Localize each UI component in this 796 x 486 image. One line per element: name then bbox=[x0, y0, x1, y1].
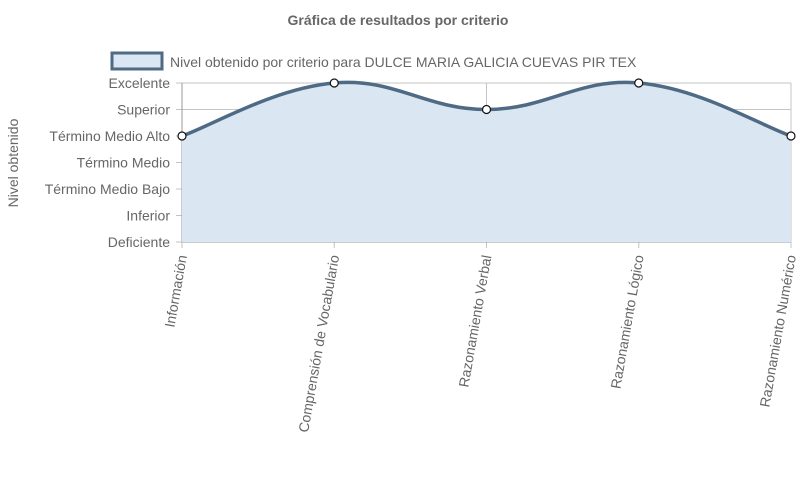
legend-label: Nivel obtenido por criterio para DULCE M… bbox=[170, 54, 637, 70]
data-point[interactable] bbox=[329, 78, 339, 88]
data-points bbox=[177, 78, 796, 141]
series-area-fill bbox=[182, 82, 791, 242]
y-tick-label: Término Medio Bajo bbox=[45, 181, 170, 197]
x-tick-label: Razonamiento Lógico bbox=[607, 254, 646, 390]
y-tick-label: Término Medio bbox=[77, 155, 171, 171]
y-tick-label: Deficiente bbox=[108, 234, 170, 250]
y-tick-label: Inferior bbox=[126, 208, 170, 224]
y-tick-label: Superior bbox=[117, 102, 170, 118]
y-tick-label: Excelente bbox=[109, 75, 171, 91]
chart-title: Gráfica de resultados por criterio bbox=[288, 12, 509, 28]
data-point[interactable] bbox=[481, 104, 492, 115]
data-point[interactable] bbox=[786, 131, 796, 141]
data-point[interactable] bbox=[634, 78, 644, 88]
y-axis-title: Nivel obtenido bbox=[5, 118, 21, 207]
x-tick-label: Información bbox=[161, 254, 189, 329]
y-tick-labels: Deficiente Inferior Término Medio Bajo Térm… bbox=[45, 75, 171, 250]
y-tick-label: Término Medio Alto bbox=[49, 128, 170, 144]
x-tick-label: Comprensión de Vocabulario bbox=[295, 254, 342, 434]
legend[interactable]: Nivel obtenido por criterio para DULCE M… bbox=[110, 51, 637, 71]
x-tick-labels: Información Comprensión de Vocabulario Raz… bbox=[161, 254, 796, 434]
x-tick-label: Razonamiento Numérico bbox=[756, 254, 796, 409]
legend-swatch bbox=[110, 51, 164, 71]
x-tick-label: Razonamiento Verbal bbox=[455, 254, 494, 389]
data-point[interactable] bbox=[177, 131, 187, 141]
